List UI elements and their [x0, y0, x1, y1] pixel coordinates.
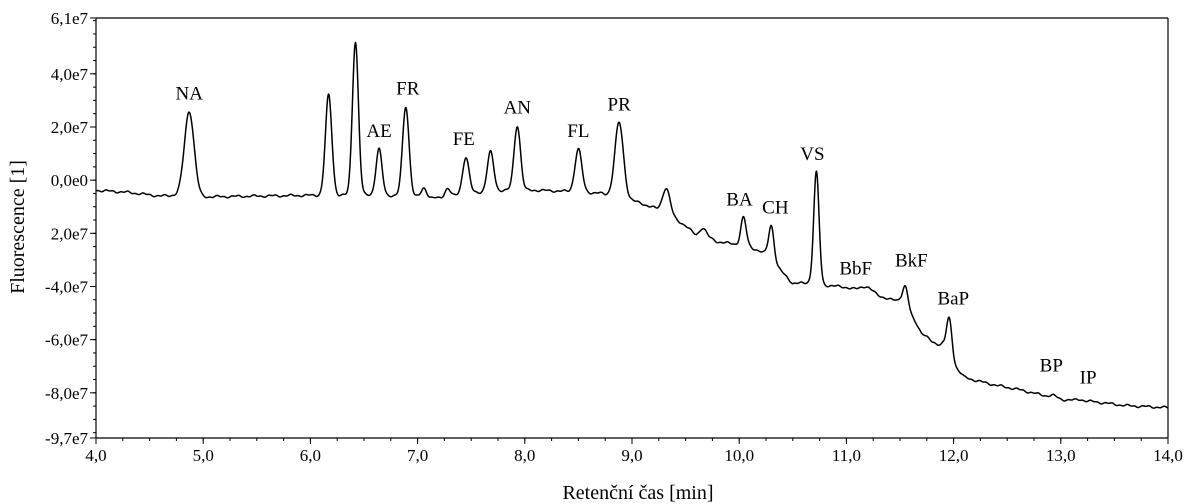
peak-label-fl: FL [567, 121, 589, 142]
y-axis-title: Fluorescence [1] [7, 160, 29, 294]
x-tick-label: 6,0 [300, 446, 321, 465]
y-tick-label: 4,0e7 [51, 65, 89, 84]
peak-label-ae: AE [366, 121, 391, 142]
x-tick-label: 11,0 [832, 446, 861, 465]
x-tick-label: 13,0 [1046, 446, 1076, 465]
x-tick-label: 9,0 [621, 446, 642, 465]
peak-label-ip: IP [1080, 367, 1097, 388]
y-tick-label: -9,7e7 [45, 429, 88, 448]
y-tick-label: 6,1e7 [51, 9, 89, 28]
axis-ticks: 4,0 5,0 6,0 7,0 8,0 9,0 10,0 11,0 12,0 13,0 14,0 6,… [45, 9, 1183, 465]
chromatogram-trace [95, 41, 1169, 409]
peak-label-bap: BaP [937, 288, 969, 309]
peak-label-pr: PR [608, 95, 632, 116]
peak-label-fr: FR [396, 79, 420, 100]
x-tick-label: 14,0 [1153, 446, 1183, 465]
peak-label-ch: CH [762, 197, 789, 218]
x-axis-title: Retenční čas [min] [562, 482, 713, 504]
peak-label-bbf: BbF [839, 258, 872, 279]
x-tick-label: 8,0 [514, 446, 535, 465]
y-tick-label: -8,0e7 [45, 384, 88, 403]
peak-label-an: AN [504, 98, 532, 119]
peak-label-vs: VS [800, 144, 824, 165]
y-tick-label: -4,0e7 [45, 277, 88, 296]
peak-label-ba: BA [726, 189, 753, 210]
x-tick-label: 4,0 [85, 446, 106, 465]
x-tick-label: 7,0 [407, 446, 428, 465]
peak-label-bkf: BkF [895, 250, 928, 271]
axes [95, 17, 1169, 439]
y-tick-label: 2,0e7 [51, 118, 89, 137]
peak-label-na: NA [176, 83, 204, 104]
x-tick-label: 10,0 [724, 446, 754, 465]
y-tick-label: -6,0e7 [45, 331, 88, 350]
peak-label-fe: FE [453, 129, 475, 150]
x-tick-label: 12,0 [939, 446, 969, 465]
peak-label-bp: BP [1040, 355, 1063, 376]
y-tick-label: 2,0e7 [51, 224, 89, 243]
x-tick-label: 5,0 [193, 446, 214, 465]
y-tick-label: 0,0e0 [51, 171, 88, 190]
